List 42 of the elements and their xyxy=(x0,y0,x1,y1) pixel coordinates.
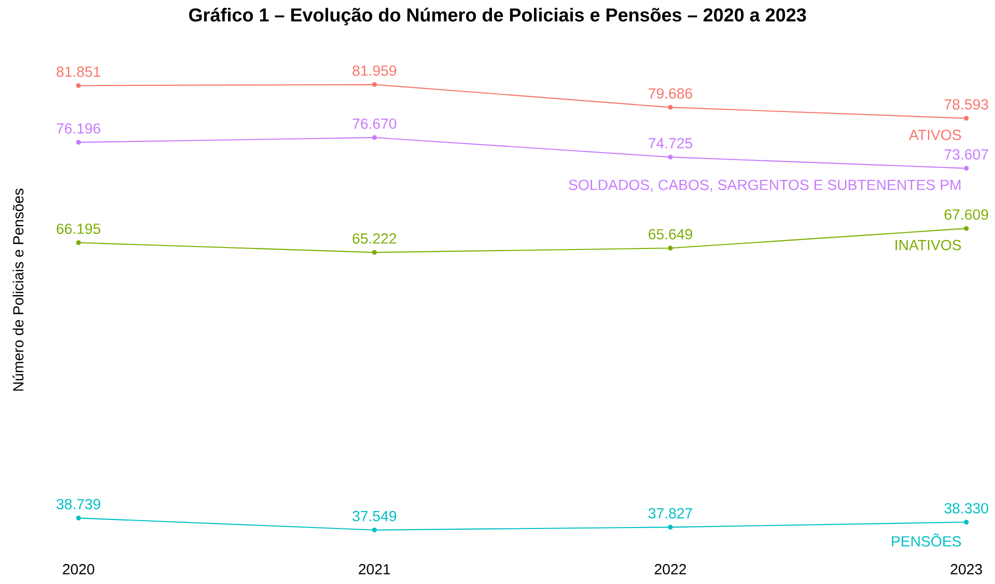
series-label: SOLDADOS, CABOS, SARGENTOS E SUBTENENTES PM xyxy=(568,180,960,192)
data-label: 76.196 xyxy=(56,123,100,134)
y-axis-title: Número de Policiais e Pensões xyxy=(12,188,24,391)
data-label: 67.609 xyxy=(944,209,988,220)
series-label: PENSÕES xyxy=(892,534,961,547)
data-label: 79.686 xyxy=(648,88,692,99)
point xyxy=(372,528,377,532)
point xyxy=(964,226,969,231)
point xyxy=(76,240,81,246)
data-label: 74.725 xyxy=(648,138,692,148)
point xyxy=(668,246,673,251)
data-label: 81.959 xyxy=(352,65,396,76)
point xyxy=(668,524,673,530)
point xyxy=(372,135,377,140)
x-tick-label: 2022 xyxy=(654,564,686,574)
point xyxy=(372,82,377,87)
point xyxy=(964,166,969,171)
series-label: INATIVOS xyxy=(896,240,961,250)
data-label: 37.827 xyxy=(648,508,692,518)
data-label: 66.195 xyxy=(56,224,100,234)
point xyxy=(372,250,377,255)
x-tick-label: 2020 xyxy=(62,564,94,574)
x-tick-label: 2021 xyxy=(358,564,390,574)
data-label: 38.330 xyxy=(944,503,988,514)
point xyxy=(964,116,969,121)
series-label: ATIVOS xyxy=(908,130,961,140)
data-label: 78.593 xyxy=(944,99,988,110)
point xyxy=(964,520,969,525)
chart-title: Gráfico 1 – Evolução do Número de Policiais e Pensões – 2020 a 2023 xyxy=(189,8,806,26)
x-tick-label: 2023 xyxy=(950,564,982,574)
data-label: 65.649 xyxy=(648,229,692,240)
data-label: 73.607 xyxy=(944,149,988,160)
point xyxy=(76,83,81,88)
point xyxy=(76,516,81,520)
data-label: 81.851 xyxy=(56,66,100,77)
data-label: 37.549 xyxy=(352,510,396,522)
point xyxy=(668,104,673,110)
data-label: 65.222 xyxy=(352,233,396,244)
data-label: 76.670 xyxy=(352,118,396,129)
point xyxy=(76,140,81,145)
point xyxy=(668,154,673,160)
data-label: 38.739 xyxy=(56,498,100,510)
